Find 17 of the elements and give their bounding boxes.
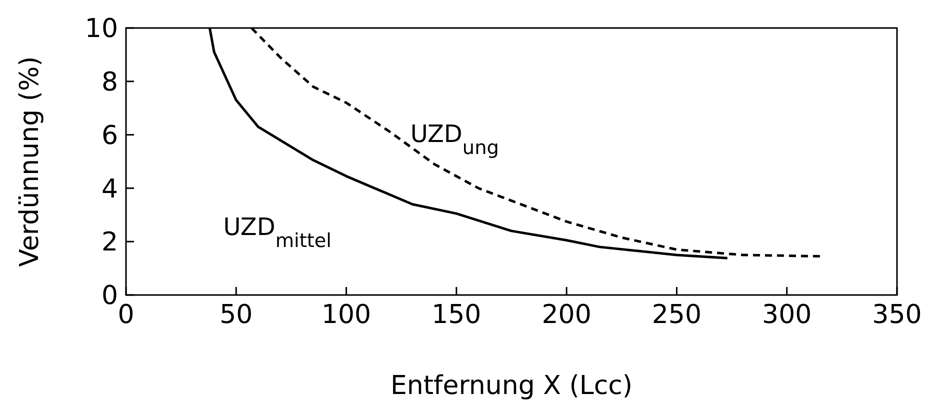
x-tick-label: 350 — [872, 300, 922, 330]
x-tick-label: 200 — [542, 300, 592, 330]
y-tick-label: 4 — [101, 174, 118, 204]
y-tick-label: 10 — [84, 14, 118, 44]
series-label: UZD$_{mittel}$ — [223, 213, 332, 252]
y-tick-label: 2 — [101, 228, 118, 258]
y-tick-label: 0 — [101, 281, 118, 312]
series-label: UZD$_{ung}$ — [410, 120, 499, 159]
x-tick-label: 250 — [652, 300, 702, 330]
x-tick-label: 150 — [432, 300, 482, 330]
x-tick-label: 100 — [321, 300, 372, 330]
y-tick-label: 8 — [101, 68, 118, 98]
x-axis-title: Entfernung X (Lcc) — [390, 371, 633, 401]
y-tick-label: 6 — [101, 120, 118, 151]
y-axis-title: Verdünnung (%) — [15, 56, 45, 267]
x-tick-label: 50 — [220, 300, 253, 330]
x-tick-label: 300 — [762, 300, 812, 330]
